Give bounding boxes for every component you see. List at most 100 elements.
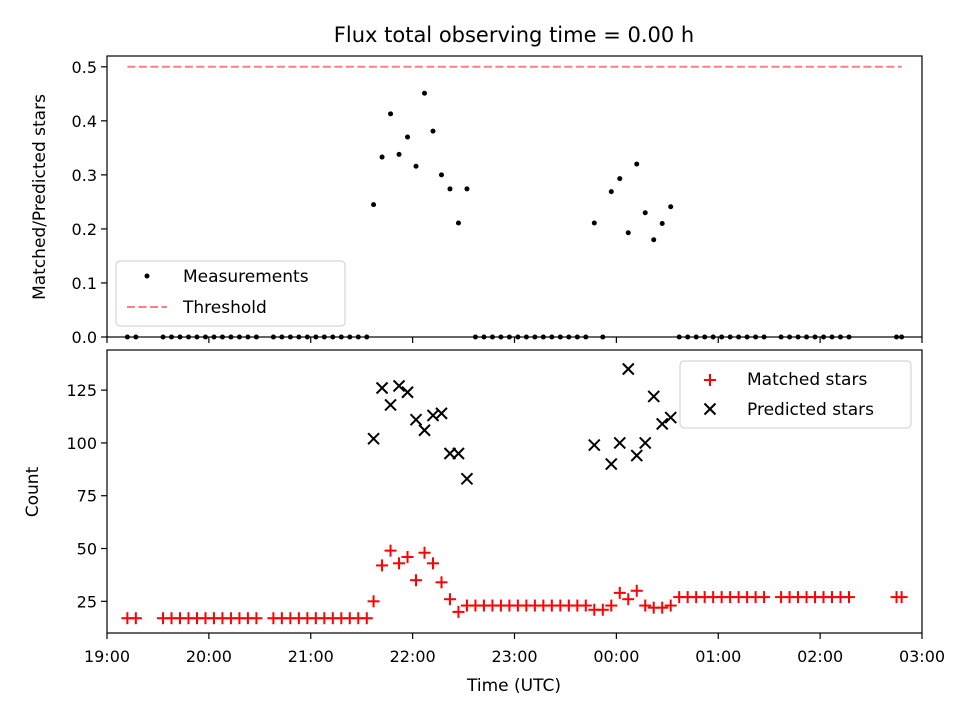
bottom-plot-area: 25 50 75 100 125 19:00 20:00 21:00 22:00 23:00 00:…: [66, 349, 945, 666]
matched-star-marker: [443, 593, 456, 606]
matched-star-marker: [842, 591, 855, 604]
predicted-star-marker: [605, 457, 618, 471]
measurement-point: [447, 186, 453, 192]
matched-star-marker: [622, 593, 635, 606]
matched-star-marker: [360, 612, 373, 625]
bottom-panel: 25 50 75 100 125 19:00 20:00 21:00 22:00 23:00 00:…: [23, 349, 945, 696]
matched-star-marker: [367, 595, 380, 608]
predicted-star-marker: [367, 432, 380, 445]
measurement-point: [430, 128, 436, 134]
top-y-tick-label: 0.1: [72, 274, 97, 293]
legend-predicted-label: Predicted stars: [747, 400, 874, 420]
matched-star-marker: [427, 557, 439, 570]
matched-star-marker: [664, 599, 677, 612]
legend-matched-marker: [704, 374, 716, 386]
measurement-point: [625, 230, 631, 236]
x-tick-label: 19:00: [84, 647, 130, 666]
bottom-y-axis-label: Count: [23, 466, 43, 517]
matched-star-marker: [129, 612, 142, 625]
measurement-point: [634, 161, 640, 167]
measurement-point: [388, 111, 394, 117]
bottom-legend: Matched stars Predicted stars: [679, 360, 912, 429]
predicted-star-marker: [392, 379, 406, 393]
measurement-point: [379, 154, 385, 160]
top-y-axis-label: Matched/Predicted stars: [30, 94, 50, 300]
matched-star-marker: [401, 550, 414, 563]
predicted-star-marker: [664, 411, 677, 424]
measurement-point: [608, 189, 614, 195]
matched-star-marker: [656, 601, 669, 614]
matched-star-marker: [452, 605, 465, 618]
predicted-star-marker: [622, 362, 635, 376]
measurement-point: [438, 172, 444, 178]
measurement-point: [642, 210, 648, 216]
top-chart-title: Flux total observing time = 0.00 h: [334, 23, 694, 47]
x-tick-label: 02:00: [797, 647, 843, 666]
top-panel: Flux total observing time = 0.00 h 0.00.…: [30, 23, 923, 347]
measurement-point: [464, 186, 470, 192]
legend-threshold-label: Threshold: [182, 298, 267, 318]
predicted-star-marker: [384, 398, 397, 412]
bottom-y-tick-label: 50: [77, 540, 97, 559]
matched-star-marker: [410, 574, 423, 587]
x-tick-label: 23:00: [491, 647, 537, 666]
top-y-tick-label: 0.3: [72, 166, 97, 185]
top-y-tick-label: 0.5: [72, 58, 97, 77]
predicted-star-marker: [639, 436, 652, 450]
predicted-star-marker: [630, 449, 643, 462]
x-tick-label: 22:00: [390, 647, 436, 666]
matched-star-marker: [895, 591, 908, 604]
top-y-tick-label: 0.0: [72, 328, 97, 347]
predicted-star-marker: [375, 381, 389, 395]
bottom-y-tick-label: 75: [77, 487, 97, 506]
bottom-y-tick-label: 25: [77, 592, 97, 611]
top-legend-box: [115, 260, 346, 327]
x-tick-label: 03:00: [899, 647, 945, 666]
measurement-point: [422, 90, 428, 96]
predicted-star-marker: [613, 436, 626, 450]
matched-star-marker: [250, 612, 263, 625]
predicted-star-marker: [452, 447, 465, 460]
legend-matched-label: Matched stars: [747, 370, 867, 390]
legend-measurements-label: Measurements: [183, 267, 309, 287]
top-plot-area: 0.0 0.1 0.2 0.3 0.4 0.5: [72, 55, 923, 347]
measurement-point: [396, 151, 402, 157]
predicted-star-marker: [588, 438, 601, 452]
measurement-point: [617, 176, 623, 182]
matched-star-marker: [435, 576, 448, 589]
measurement-point: [651, 237, 657, 243]
top-y-tick-label: 0.2: [72, 220, 97, 239]
legend-measurements-marker: [144, 273, 150, 279]
predicted-star-marker: [460, 472, 474, 486]
matched-star-marker: [418, 546, 431, 559]
measurement-point: [668, 204, 674, 210]
measurement-point: [659, 221, 665, 227]
bottom-y-tick-label: 100: [66, 434, 97, 453]
predicted-star-marker: [418, 424, 431, 437]
predicted-star-marker: [647, 390, 660, 403]
x-tick-label: 01:00: [695, 647, 741, 666]
measurement-point: [371, 202, 377, 208]
predicted-star-marker: [656, 417, 669, 431]
x-tick-label: 21:00: [288, 647, 334, 666]
matched-star-marker: [758, 591, 771, 604]
top-legend: Measurements Threshold: [115, 260, 346, 327]
matched-star-marker: [596, 603, 609, 616]
measurement-point: [405, 134, 411, 140]
matched-star-marker: [630, 584, 643, 597]
x-tick-label: 20:00: [186, 647, 232, 666]
x-tick-label: 00:00: [593, 647, 639, 666]
top-y-tick-label: 0.4: [72, 112, 97, 131]
bottom-legend-box: [679, 360, 912, 429]
x-axis-label: Time (UTC): [466, 676, 561, 696]
measurement-point: [413, 163, 419, 169]
matched-star-marker: [376, 559, 389, 572]
matched-star-marker: [384, 544, 397, 557]
matched-star-marker: [605, 599, 618, 612]
predicted-star-marker: [435, 407, 448, 420]
matched-star-marker: [639, 599, 652, 612]
bottom-y-tick-label: 125: [66, 381, 97, 400]
matched-star-marker: [579, 599, 592, 612]
